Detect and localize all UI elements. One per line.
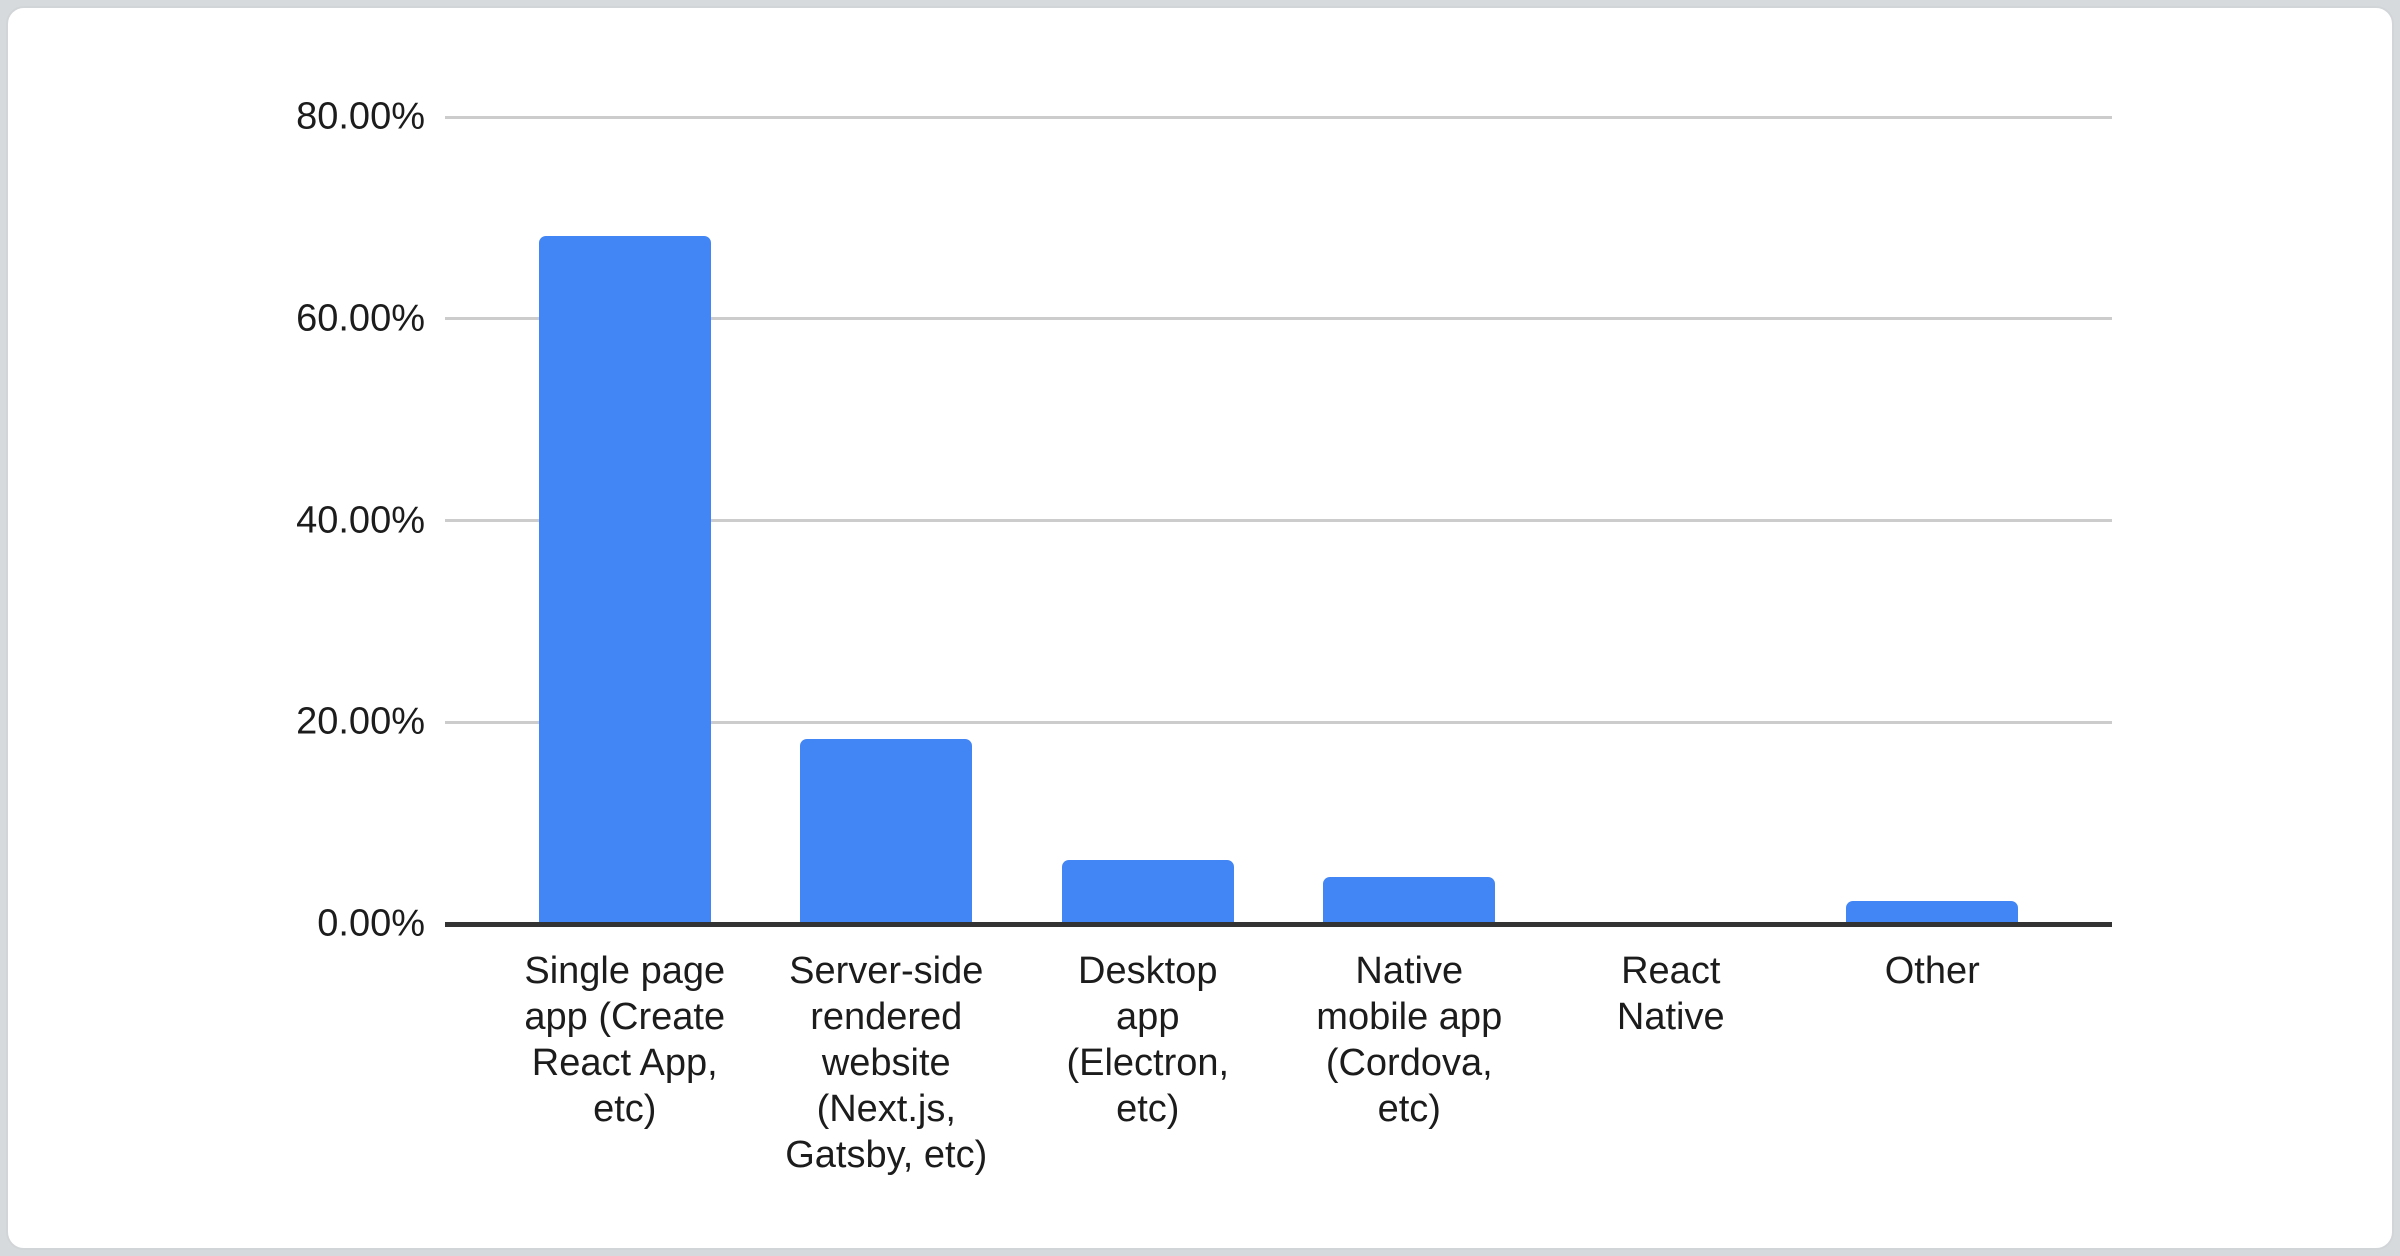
y-axis-tick-40: 40.00% <box>296 499 425 541</box>
bar-native-mobile-app <box>1323 876 1496 924</box>
bar-chart-plot-area: 80.00% 60.00% 40.00% 20.00% 0.00% Single page… <box>8 8 2392 1248</box>
gridline-80 <box>445 115 2112 119</box>
y-axis-tick-60: 60.00% <box>296 297 425 340</box>
x-axis-label-other: Other <box>1884 950 1980 992</box>
y-axis-tick-20: 20.00% <box>296 700 425 743</box>
x-axis-label-server-side-rendered-website: Server-side rendered website (Next.js, G… <box>785 950 988 1176</box>
x-axis-label-single-page-app: Single page app (Create React App, etc) <box>524 950 726 1130</box>
x-axis-label-desktop-app: Desktop app (Electron, etc) <box>1066 950 1230 1130</box>
x-axis-label-react-native: React Native <box>1616 950 1725 1038</box>
gridline-60 <box>445 317 2112 321</box>
gridline-40 <box>445 519 2112 522</box>
bar-other <box>1846 900 2019 924</box>
chart-card: 80.00% 60.00% 40.00% 20.00% 0.00% Single page… <box>6 6 2394 1250</box>
bar-single-page-app <box>538 236 711 924</box>
bar-server-side-rendered-website <box>800 739 973 924</box>
gridline-20 <box>445 720 2112 724</box>
bar-desktop-app <box>1061 860 1234 924</box>
x-axis-baseline <box>445 921 2112 927</box>
y-axis-tick-0: 0.00% <box>317 902 425 945</box>
x-axis-label-native-mobile-app: Native mobile app (Cordova, etc) <box>1316 950 1503 1130</box>
y-axis-tick-80: 80.00% <box>296 95 425 138</box>
